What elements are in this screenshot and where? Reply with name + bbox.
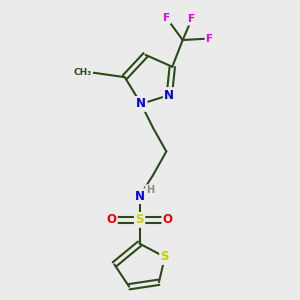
Text: F: F	[163, 13, 170, 23]
Text: F: F	[206, 34, 213, 44]
Text: CH₃: CH₃	[74, 68, 92, 77]
Text: N: N	[136, 98, 146, 110]
Text: N: N	[164, 88, 174, 101]
Text: O: O	[106, 213, 116, 226]
Text: N: N	[135, 190, 145, 202]
Text: S: S	[135, 213, 144, 226]
Text: F: F	[188, 14, 195, 24]
Text: H: H	[146, 185, 154, 195]
Text: O: O	[163, 213, 173, 226]
Text: S: S	[160, 250, 169, 263]
